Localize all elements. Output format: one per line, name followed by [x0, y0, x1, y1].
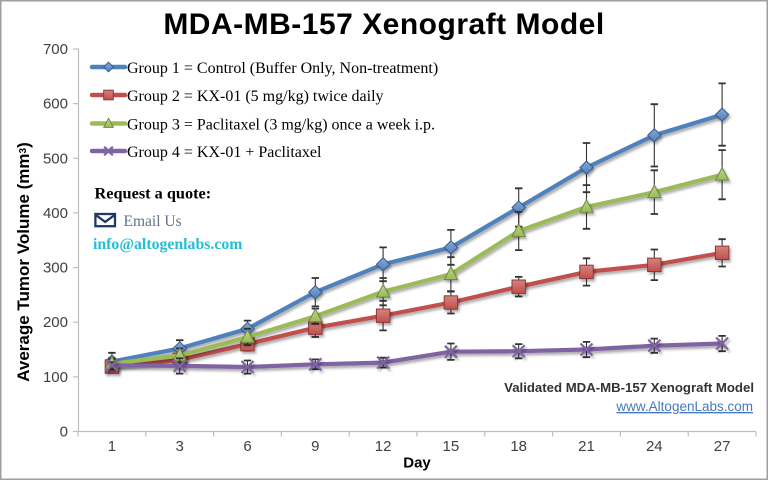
svg-text:21: 21	[578, 438, 595, 455]
svg-text:15: 15	[443, 438, 460, 455]
svg-text:600: 600	[43, 96, 68, 113]
svg-text:Validated MDA-MB-157 Xenograft: Validated MDA-MB-157 Xenograft Model	[504, 380, 754, 395]
svg-text:Day: Day	[403, 455, 431, 472]
svg-text:100: 100	[43, 369, 68, 386]
svg-text:400: 400	[43, 205, 68, 222]
svg-text:500: 500	[43, 150, 68, 167]
svg-text:9: 9	[311, 438, 319, 455]
svg-text:Group 1 = Control (Buffer Only: Group 1 = Control (Buffer Only, Non-trea…	[127, 60, 438, 77]
svg-text:Average Tumor Volume (mm3): Average Tumor Volume (mm3)	[14, 142, 33, 382]
svg-text:1: 1	[108, 438, 116, 455]
svg-text:700: 700	[43, 41, 68, 58]
svg-text:18: 18	[510, 438, 527, 455]
svg-text:0: 0	[60, 424, 68, 441]
svg-text:6: 6	[243, 438, 251, 455]
svg-text:200: 200	[43, 314, 68, 331]
svg-text:Request a quote:: Request a quote:	[95, 184, 212, 203]
svg-text:3: 3	[176, 438, 184, 455]
svg-text:info@altogenlabs.com: info@altogenlabs.com	[93, 236, 242, 253]
svg-text:Group 3 = Paclitaxel (3 mg/kg): Group 3 = Paclitaxel (3 mg/kg) once a we…	[127, 117, 435, 134]
svg-text:24: 24	[646, 438, 663, 455]
svg-text:300: 300	[43, 260, 68, 277]
svg-text:MDA-MB-157 Xenograft Model: MDA-MB-157 Xenograft Model	[163, 8, 604, 41]
svg-text:27: 27	[714, 438, 731, 455]
svg-text:www.AltogenLabs.com: www.AltogenLabs.com	[615, 399, 753, 414]
svg-text:Email Us: Email Us	[124, 213, 182, 230]
svg-text:12: 12	[375, 438, 392, 455]
svg-text:Group 4 = KX-01 + Paclitaxel: Group 4 = KX-01 + Paclitaxel	[127, 144, 322, 161]
svg-text:Group 2 = KX-01 (5 mg/kg) twic: Group 2 = KX-01 (5 mg/kg) twice daily	[127, 88, 384, 105]
